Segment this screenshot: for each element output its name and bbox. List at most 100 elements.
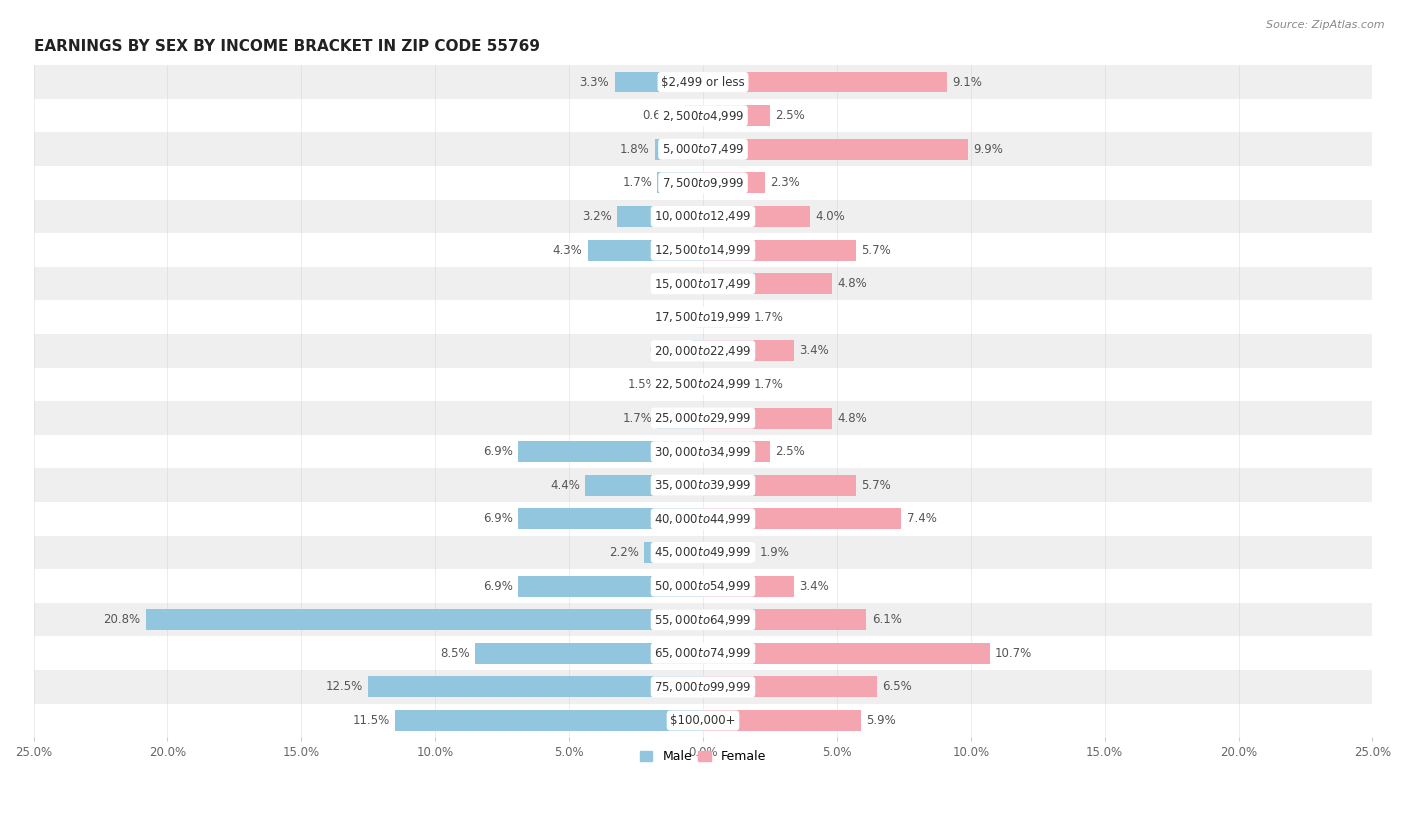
Bar <box>34 502 1372 536</box>
Bar <box>703 441 770 462</box>
Text: 7.4%: 7.4% <box>907 512 936 525</box>
Bar <box>692 341 703 361</box>
Bar <box>703 643 990 663</box>
Text: $10,000 to $12,499: $10,000 to $12,499 <box>654 210 752 224</box>
Bar <box>368 676 703 698</box>
Text: 4.0%: 4.0% <box>815 210 845 223</box>
Bar <box>588 240 703 260</box>
Bar <box>34 402 1372 435</box>
Bar <box>146 609 703 630</box>
Bar <box>34 468 1372 502</box>
Text: $5,000 to $7,499: $5,000 to $7,499 <box>662 142 744 156</box>
Bar <box>34 367 1372 402</box>
Text: 4.3%: 4.3% <box>553 244 582 257</box>
Bar <box>34 166 1372 200</box>
Bar <box>475 643 703 663</box>
Bar <box>696 273 703 294</box>
Text: 1.7%: 1.7% <box>754 311 783 324</box>
Bar <box>34 569 1372 603</box>
Bar <box>655 139 703 159</box>
Bar <box>703 475 856 496</box>
Bar <box>585 475 703 496</box>
Text: 2.2%: 2.2% <box>609 546 638 559</box>
Text: $55,000 to $64,999: $55,000 to $64,999 <box>654 613 752 627</box>
Text: $65,000 to $74,999: $65,000 to $74,999 <box>654 646 752 660</box>
Bar <box>703 139 969 159</box>
Bar <box>34 435 1372 468</box>
Text: 3.4%: 3.4% <box>800 580 830 593</box>
Bar <box>703 341 794 361</box>
Bar <box>519 441 703 462</box>
Text: 0.42%: 0.42% <box>650 345 686 358</box>
Text: 1.7%: 1.7% <box>754 378 783 391</box>
Text: Source: ZipAtlas.com: Source: ZipAtlas.com <box>1267 20 1385 30</box>
Legend: Male, Female: Male, Female <box>636 745 770 768</box>
Bar <box>614 72 703 93</box>
Bar <box>34 536 1372 569</box>
Text: $75,000 to $99,999: $75,000 to $99,999 <box>654 680 752 694</box>
Bar <box>703 710 860 731</box>
Bar <box>703 609 866 630</box>
Text: $12,500 to $14,999: $12,500 to $14,999 <box>654 243 752 257</box>
Bar <box>34 603 1372 637</box>
Bar <box>703 273 831 294</box>
Bar <box>703 206 810 227</box>
Text: 0.69%: 0.69% <box>643 109 679 122</box>
Text: 1.7%: 1.7% <box>623 176 652 189</box>
Bar <box>703 676 877 698</box>
Text: 12.5%: 12.5% <box>326 680 363 693</box>
Bar <box>34 233 1372 267</box>
Bar <box>34 637 1372 670</box>
Text: 11.5%: 11.5% <box>353 714 389 727</box>
Bar <box>658 407 703 428</box>
Bar <box>395 710 703 731</box>
Text: 3.4%: 3.4% <box>800 345 830 358</box>
Text: 4.4%: 4.4% <box>550 479 579 492</box>
Bar <box>658 172 703 193</box>
Text: EARNINGS BY SEX BY INCOME BRACKET IN ZIP CODE 55769: EARNINGS BY SEX BY INCOME BRACKET IN ZIP… <box>34 39 540 54</box>
Text: $50,000 to $54,999: $50,000 to $54,999 <box>654 579 752 593</box>
Bar <box>34 267 1372 301</box>
Bar <box>34 334 1372 367</box>
Bar <box>644 542 703 563</box>
Text: $100,000+: $100,000+ <box>671 714 735 727</box>
Text: $35,000 to $39,999: $35,000 to $39,999 <box>654 478 752 493</box>
Text: 9.9%: 9.9% <box>973 143 1004 156</box>
Text: $30,000 to $34,999: $30,000 to $34,999 <box>654 445 752 459</box>
Text: 5.7%: 5.7% <box>860 479 891 492</box>
Bar <box>519 508 703 529</box>
Text: 20.8%: 20.8% <box>104 613 141 626</box>
Bar <box>34 99 1372 133</box>
Bar <box>34 301 1372 334</box>
Bar <box>34 670 1372 704</box>
Text: $7,500 to $9,999: $7,500 to $9,999 <box>662 176 744 190</box>
Text: 1.9%: 1.9% <box>759 546 789 559</box>
Text: $15,000 to $17,499: $15,000 to $17,499 <box>654 276 752 291</box>
Text: 6.5%: 6.5% <box>883 680 912 693</box>
Bar <box>703 542 754 563</box>
Text: 3.2%: 3.2% <box>582 210 612 223</box>
Text: 4.8%: 4.8% <box>837 411 866 424</box>
Bar <box>703 508 901 529</box>
Text: 1.7%: 1.7% <box>623 411 652 424</box>
Text: $40,000 to $44,999: $40,000 to $44,999 <box>654 512 752 526</box>
Text: 5.7%: 5.7% <box>860 244 891 257</box>
Text: 10.7%: 10.7% <box>995 647 1032 660</box>
Text: 9.1%: 9.1% <box>952 76 981 89</box>
Text: 6.9%: 6.9% <box>484 446 513 459</box>
Bar <box>703 105 770 126</box>
Text: $2,500 to $4,999: $2,500 to $4,999 <box>662 109 744 123</box>
Bar <box>703 576 794 597</box>
Bar <box>685 105 703 126</box>
Text: 0.28%: 0.28% <box>652 311 690 324</box>
Text: 2.5%: 2.5% <box>775 109 806 122</box>
Bar <box>696 307 703 328</box>
Text: 2.3%: 2.3% <box>770 176 800 189</box>
Text: $45,000 to $49,999: $45,000 to $49,999 <box>654 546 752 559</box>
Text: 1.8%: 1.8% <box>620 143 650 156</box>
Bar <box>34 133 1372 166</box>
Text: 3.3%: 3.3% <box>579 76 609 89</box>
Text: 5.9%: 5.9% <box>866 714 896 727</box>
Bar <box>662 374 703 395</box>
Bar <box>34 704 1372 737</box>
